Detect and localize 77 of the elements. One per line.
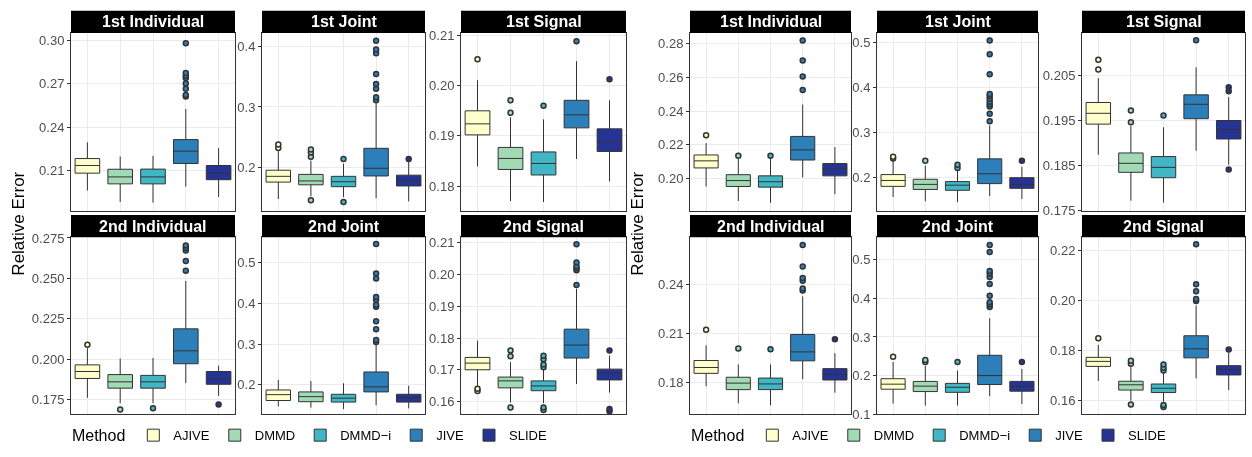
chart-title: 2nd Signal <box>1123 218 1204 235</box>
y-tick-label: 0.2 <box>237 377 256 393</box>
chart-title: 1st Individual <box>102 13 205 30</box>
y-tick-label: 0.2 <box>852 170 871 186</box>
y-tick-label: 0.16 <box>1050 393 1076 409</box>
y-tick-label: 0.175 <box>1042 202 1076 218</box>
chart-title: 1st Signal <box>506 13 582 30</box>
y-tick-label: 0.3 <box>237 336 256 352</box>
y-tick-label: 0.275 <box>31 230 65 246</box>
legend-title: Method <box>690 427 745 445</box>
y-tick-label: 0.3 <box>852 329 871 345</box>
y-tick-label: 0.19 <box>429 298 455 314</box>
y-tick-label: 0.28 <box>658 36 684 52</box>
y-tick-label: 0.4 <box>852 79 871 95</box>
y-tick-label: 0.2 <box>237 160 256 176</box>
chart-title: 2nd Signal <box>503 218 584 235</box>
legend-label: JIVE <box>436 428 465 444</box>
y-tick-label: 0.20 <box>658 171 684 187</box>
y-tick-label: 0.185 <box>1042 157 1076 173</box>
y-tick-label: 0.4 <box>237 295 256 311</box>
y-tick-label: 0.21 <box>39 163 65 179</box>
legend-title: Method <box>71 427 126 445</box>
y-tick-label: 0.17 <box>429 362 455 378</box>
y-tick-label: 0.5 <box>852 34 871 50</box>
y-tick-label: 0.225 <box>31 311 65 327</box>
legend-label: SLIDE <box>1128 428 1166 444</box>
legend-label: AJIVE <box>792 428 829 444</box>
chart-title: 1st Joint <box>925 13 992 30</box>
y-tick-label: 0.22 <box>658 137 684 153</box>
y-tick-label: 0.18 <box>429 178 455 194</box>
y-tick-label: 0.21 <box>429 28 455 44</box>
legend-label: SLIDE <box>509 428 547 444</box>
chart-title: 1st Individual <box>720 13 823 30</box>
y-tick-label: 0.3 <box>237 99 256 115</box>
y-tick-label: 0.18 <box>1050 343 1076 359</box>
legend-label: DMMD <box>254 428 296 444</box>
y-tick-label: 0.27 <box>39 76 65 92</box>
y-tick-label: 0.20 <box>429 78 455 94</box>
y-tick-label: 0.24 <box>658 277 684 293</box>
y-tick-label: 0.175 <box>31 392 65 408</box>
y-tick-label: 0.1 <box>852 406 871 422</box>
y-tick-label: 0.21 <box>658 326 684 342</box>
y-tick-label: 0.21 <box>429 235 455 251</box>
legend-label: JIVE <box>1055 428 1084 444</box>
chart-title: 1st Signal <box>1126 13 1202 30</box>
chart-title: 2nd Joint <box>922 218 994 235</box>
y-tick-label: 0.3 <box>852 125 871 141</box>
y-tick-label: 0.20 <box>429 267 455 283</box>
y-tick-label: 0.19 <box>429 128 455 144</box>
y-tick-label: 0.205 <box>1042 67 1076 83</box>
chart-title: 2nd Joint <box>308 218 380 235</box>
y-tick-label: 0.4 <box>852 290 871 306</box>
y-tick-label: 0.24 <box>39 119 65 135</box>
y-tick-label: 0.22 <box>1050 242 1076 258</box>
chart-title: 2nd Individual <box>717 218 825 235</box>
chart-title: 2nd Individual <box>99 218 207 235</box>
y-tick-label: 0.5 <box>237 255 256 271</box>
y-tick-label: 0.18 <box>429 330 455 346</box>
y-tick-label: 0.5 <box>852 252 871 268</box>
legend-label: DMMD−i <box>959 428 1011 444</box>
chart-title: 1st Joint <box>311 13 378 30</box>
legend-label: DMMD−i <box>340 428 392 444</box>
y-tick-label: 0.195 <box>1042 112 1076 128</box>
y-tick-label: 0.4 <box>237 38 256 54</box>
y-axis-title: Relative Error <box>628 171 648 276</box>
y-tick-label: 0.24 <box>658 103 684 119</box>
y-tick-label: 0.26 <box>658 69 684 85</box>
y-tick-label: 0.2 <box>852 368 871 384</box>
y-axis-title: Relative Error <box>9 171 29 276</box>
legend-label: DMMD <box>873 428 915 444</box>
y-tick-label: 0.250 <box>31 270 65 286</box>
y-tick-label: 0.30 <box>39 32 65 48</box>
y-tick-label: 0.18 <box>658 374 684 390</box>
legend-label: AJIVE <box>173 428 210 444</box>
y-tick-label: 0.16 <box>429 394 455 410</box>
y-tick-label: 0.200 <box>31 351 65 367</box>
y-tick-label: 0.20 <box>1050 292 1076 308</box>
